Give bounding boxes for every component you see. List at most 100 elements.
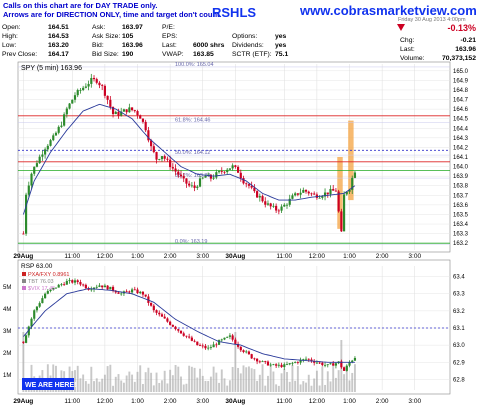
y-tick-label: 163.2 [453, 241, 469, 247]
price-candle [217, 171, 221, 173]
price-candle [272, 205, 275, 207]
price-candle [152, 305, 155, 311]
price-candle [193, 185, 196, 188]
quote-label: Dividends: [232, 42, 264, 49]
volume-bar [163, 370, 166, 392]
price-candle [318, 197, 321, 199]
quote-date: Friday 30 Aug 2013 4:00pm [398, 17, 466, 23]
volume-bar [280, 373, 283, 392]
fib-label: 0.0%: 163.19 [175, 239, 207, 245]
x-tick-label: 29Aug [13, 398, 33, 405]
price-candle [155, 310, 158, 313]
price-candle [128, 107, 131, 113]
volume-bar [174, 365, 177, 392]
volume-bar [193, 367, 196, 392]
price-candle [258, 361, 261, 363]
volume-bar [112, 385, 115, 392]
price-candle [234, 165, 237, 167]
y-tick-label: 164.2 [453, 145, 469, 151]
price-candle [71, 280, 74, 283]
y-tick-label: 164.6 [453, 107, 469, 113]
price-candle [101, 85, 104, 86]
quote-value: yes [275, 33, 287, 40]
price-candle [345, 365, 348, 371]
price-candle [125, 291, 128, 293]
quote-value: 164.17 [48, 51, 69, 58]
volume-bar [131, 374, 134, 392]
price-candle [150, 302, 153, 306]
price-candle [92, 77, 96, 80]
price-candle [342, 194, 346, 232]
price-candle [226, 336, 229, 338]
y-tick-label: 164.3 [453, 136, 469, 142]
price-candle [182, 333, 185, 336]
price-candle [234, 339, 237, 344]
lower-title: RSP 63.00 [21, 263, 53, 270]
price-candle [33, 310, 36, 319]
volume-bar [109, 364, 112, 392]
price-candle [196, 186, 199, 188]
volume-bar [337, 370, 340, 392]
price-candle [329, 363, 332, 365]
quote-value: 105 [122, 33, 134, 40]
price-candle [185, 178, 188, 184]
price-candle [231, 335, 234, 340]
x-tick-label: 29Aug [13, 253, 33, 260]
x-tick-label: 30Aug [225, 253, 245, 260]
legend-entry: $VIX 17.45 [28, 286, 55, 292]
price-candle [245, 351, 248, 353]
change-percent: -0.13% [447, 23, 476, 33]
price-candle [111, 106, 115, 115]
quote-label: Ask: [92, 24, 105, 31]
price-candle [212, 344, 215, 348]
volume-bar [106, 366, 109, 392]
price-candle [310, 193, 313, 195]
price-candle [351, 360, 354, 363]
volume-bar [182, 384, 185, 392]
site-url[interactable]: www.cobrasmarketview.com [299, 3, 477, 18]
price-candle [256, 358, 259, 362]
price-candle [228, 335, 232, 337]
price-candle [84, 284, 87, 289]
price-candle [217, 340, 221, 345]
volume-bar [329, 381, 332, 392]
price-candle [90, 77, 93, 84]
price-candle [141, 118, 145, 122]
legend-swatch [22, 279, 26, 283]
x-tick-label: 1:00 [343, 398, 356, 405]
price-candle [147, 130, 150, 141]
price-candle [49, 289, 52, 292]
volume-bar [245, 367, 248, 392]
volume-bar [87, 383, 90, 392]
price-candle [120, 111, 123, 116]
price-candle [266, 203, 270, 205]
price-candle [209, 347, 212, 349]
price-candle [33, 166, 36, 174]
price-candle [24, 194, 28, 234]
price-candle [304, 358, 308, 360]
price-title: SPY (5 min) 163.96 [21, 65, 82, 72]
price-candle [351, 177, 354, 190]
price-candle [79, 282, 82, 285]
price-candle [179, 330, 183, 334]
price-candle [334, 190, 338, 192]
volume-bar [74, 370, 76, 392]
volume-bar [231, 366, 234, 392]
price-candle [144, 121, 147, 131]
x-tick-label: 3:00 [408, 253, 421, 260]
volume-bar [84, 381, 87, 392]
volume-bar [220, 369, 223, 392]
price-candle [193, 340, 196, 342]
lower-bars [22, 277, 357, 372]
volume-bar [351, 372, 354, 392]
volume-bar [117, 374, 120, 392]
price-bars [22, 73, 357, 236]
volume-bar [299, 384, 302, 392]
price-candle [136, 111, 139, 116]
price-candle [122, 109, 126, 112]
price-candle [245, 183, 248, 185]
price-candle [160, 314, 164, 317]
chg-label: Chg: [400, 37, 414, 44]
volume-bar [226, 385, 229, 392]
x-tick-label: 1:00 [131, 398, 144, 405]
